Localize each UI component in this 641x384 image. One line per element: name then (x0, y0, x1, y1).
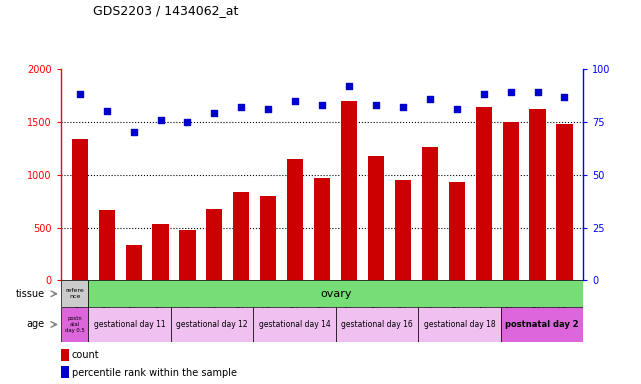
Point (317, 102, 328, 108)
Text: postn
atal
day 0.5: postn atal day 0.5 (65, 316, 85, 333)
Bar (99, 210, 115, 280)
Point (128, 129, 138, 136)
Bar (233, 192, 249, 280)
Bar (179, 230, 196, 280)
Bar (336, 307, 419, 342)
Bar (395, 180, 411, 280)
Text: gestational day 12: gestational day 12 (176, 320, 248, 329)
Point (263, 106, 273, 112)
Bar (501, 307, 583, 342)
Point (479, 91, 489, 98)
Bar (206, 209, 222, 280)
Bar (368, 156, 384, 280)
Bar (126, 245, 142, 280)
Point (74, 91, 85, 98)
Point (209, 111, 219, 117)
Point (236, 104, 246, 110)
Point (560, 94, 570, 100)
Bar (314, 178, 330, 280)
Bar (61, 349, 69, 361)
Point (155, 117, 165, 123)
Point (371, 102, 381, 108)
Bar (253, 307, 336, 342)
Point (398, 104, 408, 110)
Bar (422, 147, 438, 280)
Text: gestational day 14: gestational day 14 (259, 320, 331, 329)
Text: gestational day 11: gestational day 11 (94, 320, 165, 329)
Point (425, 96, 435, 102)
Bar (61, 366, 69, 379)
Bar (503, 122, 519, 280)
Point (182, 119, 192, 125)
Text: postnatal day 2: postnatal day 2 (505, 320, 579, 329)
Bar (556, 124, 572, 280)
Text: percentile rank within the sample: percentile rank within the sample (72, 367, 237, 377)
Point (452, 106, 462, 112)
Bar (419, 307, 501, 342)
Text: GDS2203 / 1434062_at: GDS2203 / 1434062_at (93, 4, 238, 17)
Text: refere
nce: refere nce (65, 288, 84, 299)
Bar (287, 159, 303, 280)
Bar (529, 109, 545, 280)
Bar (153, 224, 169, 280)
Bar (61, 280, 88, 307)
Bar (72, 139, 88, 280)
Text: count: count (72, 350, 99, 360)
Bar (476, 107, 492, 280)
Bar (449, 182, 465, 280)
Bar (260, 196, 276, 280)
Point (506, 89, 516, 95)
Point (344, 83, 354, 89)
Text: age: age (26, 319, 44, 329)
Text: gestational day 16: gestational day 16 (341, 320, 413, 329)
Bar (171, 307, 253, 342)
Text: tissue: tissue (15, 289, 44, 299)
Bar (88, 307, 171, 342)
Bar (341, 101, 357, 280)
Text: gestational day 18: gestational day 18 (424, 320, 495, 329)
Point (290, 98, 300, 104)
Point (533, 89, 543, 95)
Bar (61, 307, 88, 342)
Point (101, 108, 112, 114)
Text: ovary: ovary (320, 289, 352, 299)
